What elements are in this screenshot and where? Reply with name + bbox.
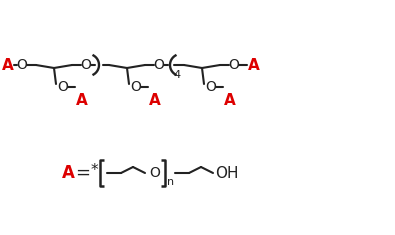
Text: A: A	[62, 164, 74, 182]
Text: A: A	[149, 93, 161, 107]
Text: OH: OH	[215, 165, 239, 180]
Text: *: *	[90, 164, 98, 179]
Text: n: n	[167, 177, 175, 187]
Text: A: A	[2, 58, 14, 73]
Text: =: =	[75, 164, 90, 182]
Text: O: O	[17, 58, 27, 72]
Text: O: O	[205, 80, 216, 94]
Text: O: O	[229, 58, 239, 72]
Text: O: O	[150, 166, 160, 180]
Text: O: O	[81, 58, 91, 72]
Text: O: O	[154, 58, 164, 72]
Text: A: A	[224, 93, 236, 107]
Text: A: A	[76, 93, 88, 107]
Text: A: A	[248, 58, 260, 73]
Text: O: O	[58, 80, 68, 94]
Text: O: O	[131, 80, 141, 94]
Text: 4: 4	[173, 70, 181, 80]
